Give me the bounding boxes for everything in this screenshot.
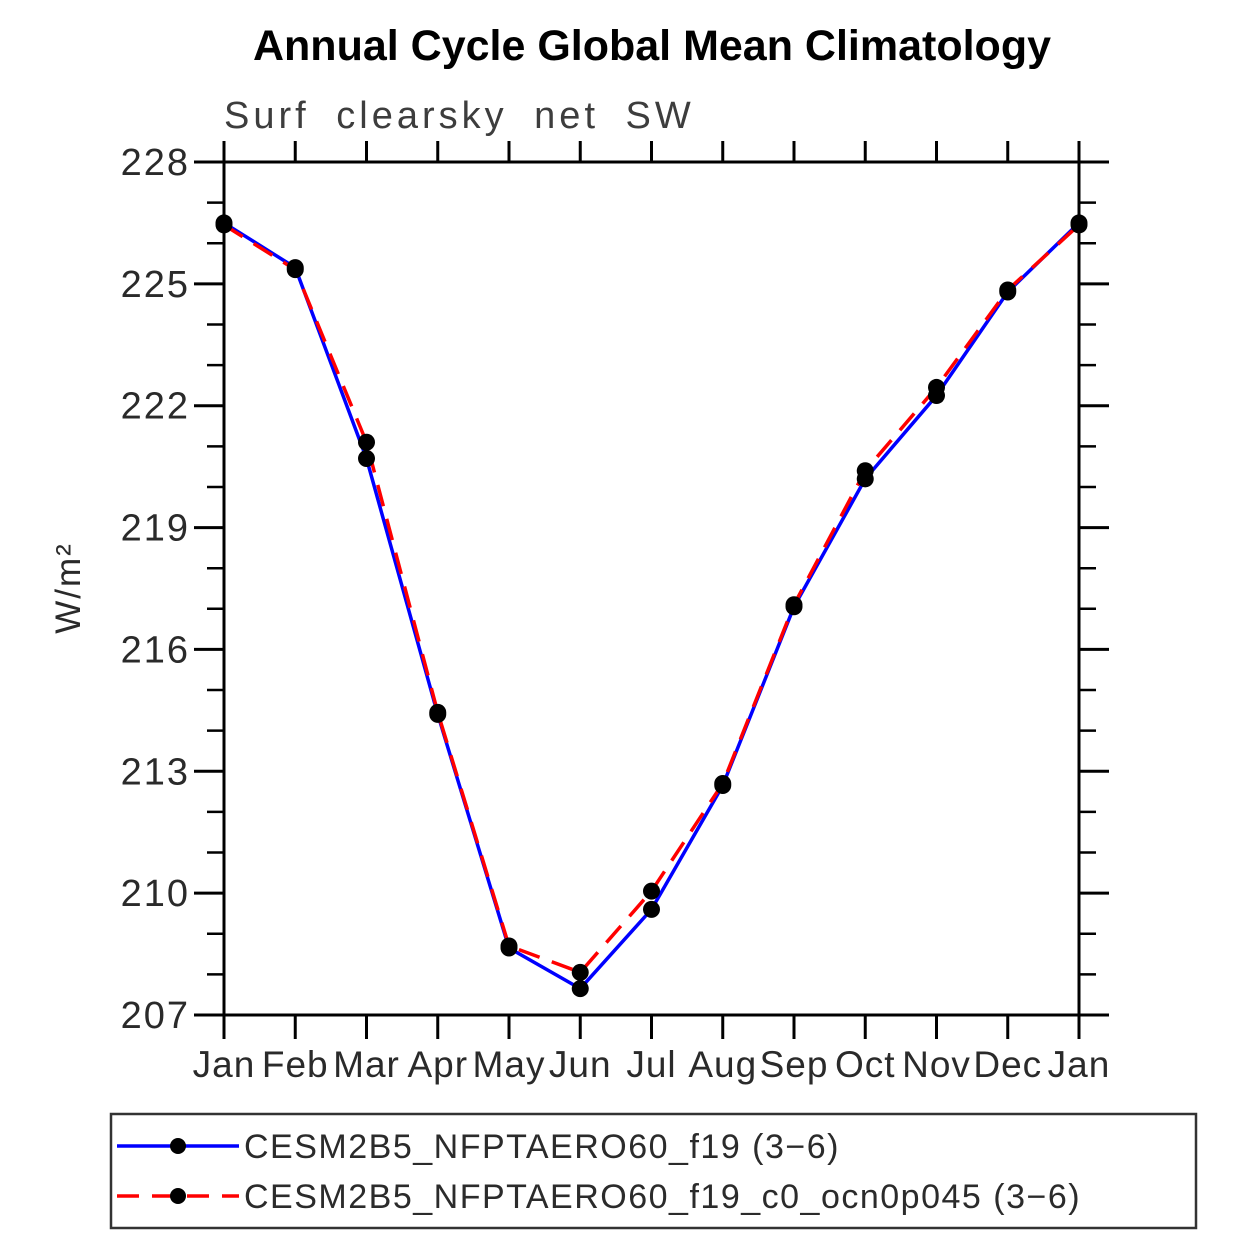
series-markers <box>215 214 1088 998</box>
data-point-s1-Jan <box>1070 216 1088 234</box>
y-tick-label: 225 <box>121 264 190 306</box>
x-tick-label: Nov <box>902 1044 971 1085</box>
data-point-s1-Feb <box>286 261 304 279</box>
legend: CESM2B5_NFPTAERO60_f19 (3−6) CESM2B5_NFPT… <box>109 1112 1198 1230</box>
data-point-s1-Sep <box>785 596 803 614</box>
x-tick-label: Jan <box>1048 1044 1111 1085</box>
x-tick-label: Jan <box>193 1044 256 1085</box>
y-axis-label: W/m² <box>49 542 88 634</box>
data-point-s1-Apr <box>429 703 447 721</box>
data-point-s1-Oct <box>856 462 874 480</box>
y-tick-label: 213 <box>121 751 190 793</box>
data-point-s0-Jul <box>643 900 660 918</box>
x-tick-label: Oct <box>835 1044 896 1085</box>
data-point-s1-Jan <box>215 216 233 234</box>
y-tick-label: 210 <box>121 873 190 915</box>
x-tick-label: Jul <box>626 1044 676 1085</box>
data-point-s1-Jul <box>643 882 660 900</box>
data-point-s1-Nov <box>928 378 945 396</box>
data-point-s1-Aug <box>714 774 732 792</box>
x-tick-label: May <box>473 1044 546 1085</box>
legend-box <box>109 1112 1198 1230</box>
x-tick-label: Mar <box>333 1044 400 1085</box>
x-tick-label: Aug <box>688 1044 757 1085</box>
series-line-0 <box>223 221 1081 991</box>
x-tick-label: Apr <box>407 1044 468 1085</box>
y-tick-label: 219 <box>121 508 190 550</box>
legend-marker-1 <box>170 1188 186 1204</box>
x-tick-label: Sep <box>760 1044 829 1085</box>
y-tick-label: 228 <box>121 142 190 184</box>
data-point-s0-Mar <box>358 450 375 468</box>
data-point-s1-Dec <box>999 281 1017 299</box>
chart-title: Annual Cycle Global Mean Climatology <box>253 22 1051 70</box>
data-point-s1-Mar <box>358 433 375 451</box>
data-point-s0-Jun <box>571 980 589 998</box>
series-line-1 <box>223 223 1081 975</box>
x-tick-label: Feb <box>262 1044 329 1085</box>
y-tick-label: 222 <box>121 386 190 428</box>
legend-label-1: CESM2B5_NFPTAERO60_f19_c0_ocn0p045 (3−6) <box>244 1178 1081 1216</box>
data-point-s1-Jun <box>571 963 589 981</box>
y-tick-label: 207 <box>121 995 190 1037</box>
y-tick-labels: 207 210 213 216 219 222 225 228 <box>121 142 190 1037</box>
y-tick-label: 216 <box>121 629 190 671</box>
x-tick-label: Jun <box>549 1044 612 1085</box>
x-tick-labels: Jan Feb Mar Apr May Jun Jul Aug Sep Oct Nov Dec Jan <box>193 1044 1111 1085</box>
legend-label-0: CESM2B5_NFPTAERO60_f19 (3−6) <box>244 1128 840 1166</box>
series-lines <box>223 221 1081 991</box>
x-tick-label: Dec <box>973 1044 1042 1085</box>
legend-marker-0 <box>170 1138 186 1154</box>
axis-ticks <box>194 141 1109 1039</box>
data-point-s1-May <box>500 937 518 955</box>
chart-subtitle: Surf clearsky net SW <box>224 95 695 137</box>
